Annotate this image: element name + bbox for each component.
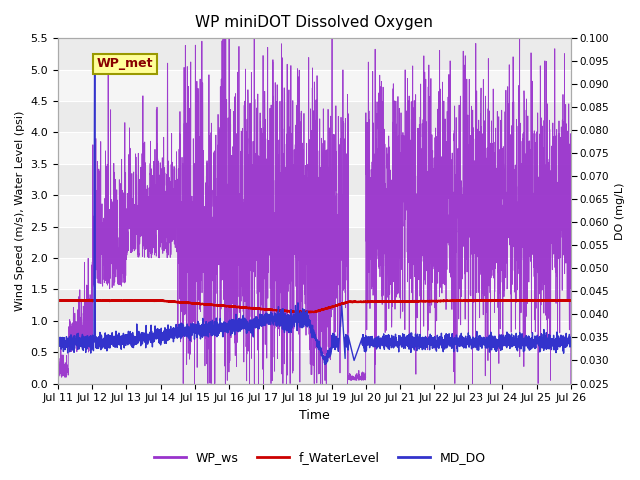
Bar [58,195,571,227]
Text: WP_met: WP_met [97,58,153,71]
Y-axis label: Wind Speed (m/s), Water Level (psi): Wind Speed (m/s), Water Level (psi) [15,110,25,311]
Bar [58,321,571,352]
Bar [58,70,571,101]
Title: WP miniDOT Dissolved Oxygen: WP miniDOT Dissolved Oxygen [195,15,433,30]
Bar [58,289,571,321]
Bar [58,101,571,132]
Bar [58,352,571,384]
Bar [58,164,571,195]
Legend: WP_ws, f_WaterLevel, MD_DO: WP_ws, f_WaterLevel, MD_DO [149,446,491,469]
X-axis label: Time: Time [299,409,330,422]
Y-axis label: DO (mg/L): DO (mg/L) [615,182,625,240]
Bar [58,38,571,70]
Bar [58,227,571,258]
Bar [58,258,571,289]
Bar [58,132,571,164]
